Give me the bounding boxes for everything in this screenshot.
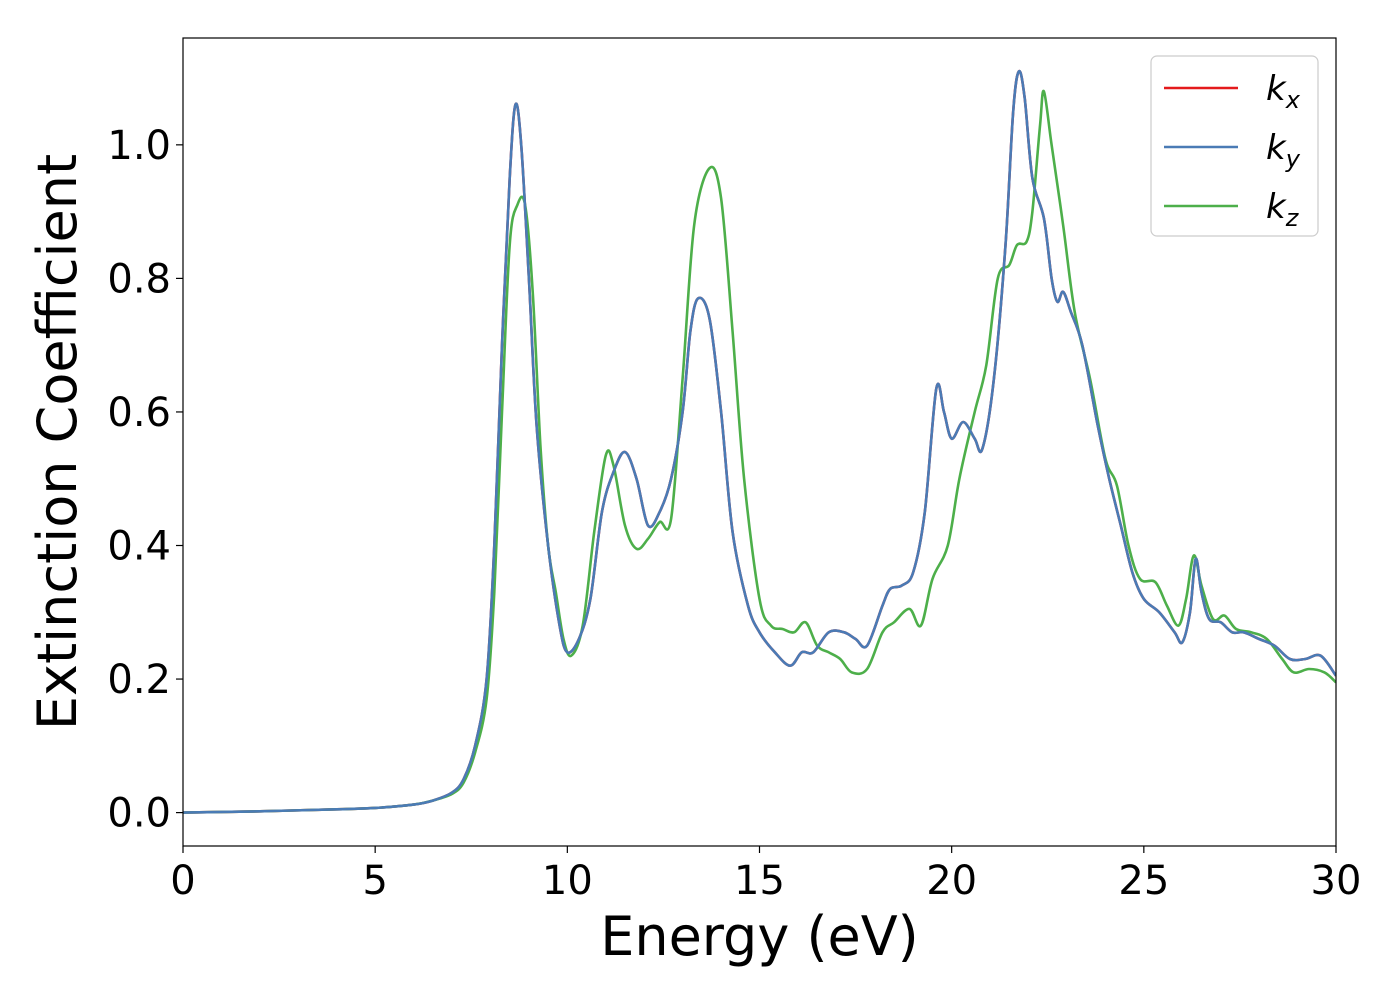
x-tick-label: 30 <box>1311 858 1362 904</box>
legend-label: kz <box>1266 187 1300 232</box>
y-tick-label: 0.4 <box>107 524 171 570</box>
x-tick-label: 25 <box>1118 858 1169 904</box>
legend-label: kx <box>1266 69 1301 114</box>
ticks-layer: 0 5 10 15 20 25 30 0.0 0.2 0.4 0.6 0.8 1.0 <box>107 123 1361 904</box>
series-line-k-y <box>183 69 1336 814</box>
y-tick-label: 0.8 <box>107 256 171 302</box>
x-tick-label: 15 <box>734 858 785 904</box>
x-tick-label: 5 <box>362 858 387 904</box>
x-tick-label: 10 <box>542 858 593 904</box>
y-axis-label: Extinction Coefficient <box>26 154 89 730</box>
y-tick-label: 1.0 <box>107 123 171 169</box>
legend-label: ky <box>1266 128 1301 173</box>
legend: kx ky kz <box>1150 55 1319 237</box>
y-tick-label: 0.2 <box>107 657 171 703</box>
y-tick-label: 0.0 <box>107 791 171 837</box>
series-line-k-z <box>183 89 1336 814</box>
series-layer <box>183 69 1336 814</box>
x-tick-label: 0 <box>170 858 195 904</box>
x-tick-label: 20 <box>926 858 977 904</box>
x-axis-label: Energy (eV) <box>600 905 919 968</box>
y-tick-label: 0.6 <box>107 390 171 436</box>
